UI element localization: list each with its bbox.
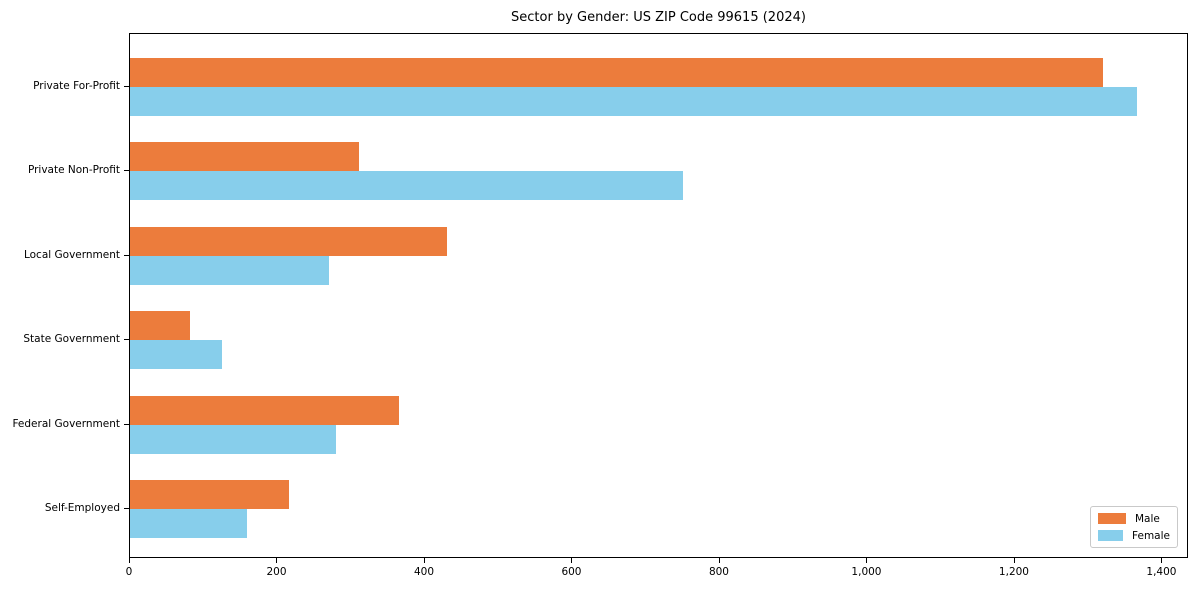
plot-area [129,33,1188,558]
y-tick-label-state-government: State Government [23,333,120,346]
bar-private-for-profit-female [130,87,1137,116]
x-tick-label-0: 0 [125,566,133,578]
y-tick-state-government [124,339,129,341]
y-tick-label-private-non-profit: Private Non-Profit [27,164,120,177]
x-tick-1000 [866,558,868,563]
x-tick-1400 [1161,558,1163,563]
x-tick-label-1000: 1,000 [851,566,882,578]
bar-local-government-female [130,255,330,285]
bar-self-employed-male [130,480,289,509]
bar-state-government-female [130,340,223,370]
bar-local-government-male [130,226,448,256]
legend-label-female: Female [1132,529,1170,542]
bar-private-for-profit-male [130,58,1104,87]
bar-state-government-male [130,311,191,341]
chart-title: Sector by Gender: US ZIP Code 99615 (202… [511,10,806,25]
male-swatch [1098,513,1126,524]
y-tick-self-employed [124,508,129,509]
y-tick-label-private-for-profit: Private For-Profit [33,80,120,92]
female-swatch [1098,530,1124,541]
y-tick-federal-government [124,423,129,425]
bar-federal-government-female [130,424,337,454]
x-tick-200 [276,558,278,563]
bar-federal-government-male [130,395,400,425]
x-tick-label-800: 800 [708,566,729,578]
x-tick-label-1200: 1,200 [998,566,1029,578]
x-tick-800 [718,558,720,563]
x-tick-400 [423,558,425,563]
x-tick-1200 [1013,558,1015,563]
legend-item-female: Female [1098,530,1170,542]
legend-item-male: Male [1098,513,1170,525]
y-tick-label-local-government: Local Government [23,248,120,261]
x-tick-0 [129,558,130,563]
x-tick-600 [571,558,573,563]
x-tick-label-1400: 1,400 [1146,566,1177,578]
y-tick-local-government [124,254,129,256]
bar-private-non-profit-male [130,142,359,172]
x-tick-label-400: 400 [413,566,435,578]
y-tick-label-self-employed: Self-Employed [44,502,120,514]
bar-self-employed-female [130,509,247,538]
bar-private-non-profit-female [130,171,684,201]
y-tick-private-for-profit [124,86,129,87]
legend-label-male: Male [1135,512,1160,525]
bars-layer [130,34,1187,557]
x-tick-label-600: 600 [561,566,582,578]
legend: Male Female [1090,506,1178,548]
x-tick-label-200: 200 [266,566,287,578]
y-tick-private-non-profit [124,170,129,172]
y-tick-label-federal-government: Federal Government [12,417,120,430]
